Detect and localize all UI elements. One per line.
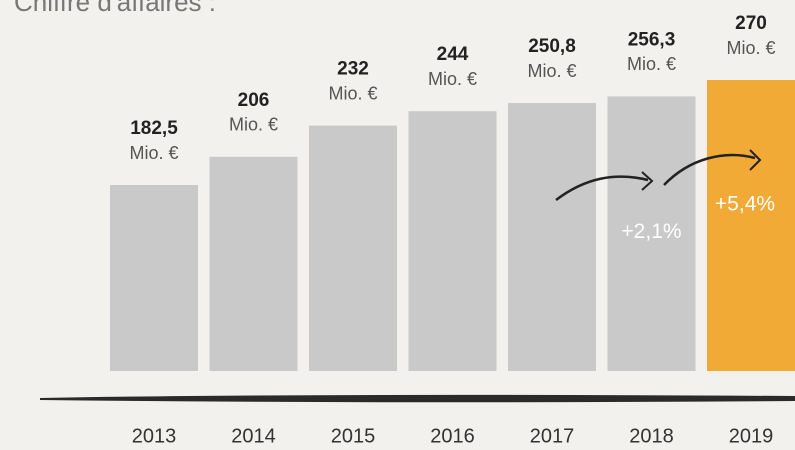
bar: [508, 103, 596, 371]
baseline-stroke: [40, 394, 795, 403]
bar: [110, 185, 198, 371]
unit-label: Mio. €: [627, 54, 676, 74]
unit-label: Mio. €: [726, 38, 775, 58]
annotation: +2,1%: [621, 220, 681, 243]
chart-title: Chiffre d'affaires :: [14, 0, 216, 17]
x-tick-label: 2014: [231, 425, 276, 447]
bar: [607, 96, 696, 371]
unit-label: Mio. €: [527, 61, 576, 81]
unit-label: Mio. €: [328, 83, 377, 103]
value-label: 232: [337, 59, 369, 80]
unit-label: Mio. €: [229, 115, 278, 135]
arrow: [555, 175, 649, 201]
value-label: 250,8: [528, 36, 576, 57]
unit-label: Mio. €: [428, 69, 477, 89]
annotation: +5,4%: [715, 193, 775, 216]
x-tick-label: 2017: [530, 425, 575, 447]
value-label: 182,5: [130, 118, 178, 139]
value-label: 244: [437, 44, 469, 65]
bar: [707, 80, 795, 371]
value-label: 270: [735, 13, 767, 34]
unit-label: Mio. €: [129, 143, 178, 163]
value-label: 256,3: [628, 29, 676, 50]
bar: [309, 125, 397, 371]
bar: [408, 111, 497, 371]
arrow-head: [641, 171, 654, 191]
x-tick-label: 2013: [132, 425, 177, 447]
x-tick-label: 2019: [729, 425, 774, 447]
x-tick-label: 2016: [430, 425, 475, 447]
x-tick-label: 2015: [331, 425, 376, 447]
arrow: [663, 153, 756, 186]
bar: [209, 156, 298, 371]
x-tick-label: 2018: [629, 425, 674, 447]
arrow-head: [749, 149, 762, 171]
value-label: 206: [238, 90, 270, 111]
